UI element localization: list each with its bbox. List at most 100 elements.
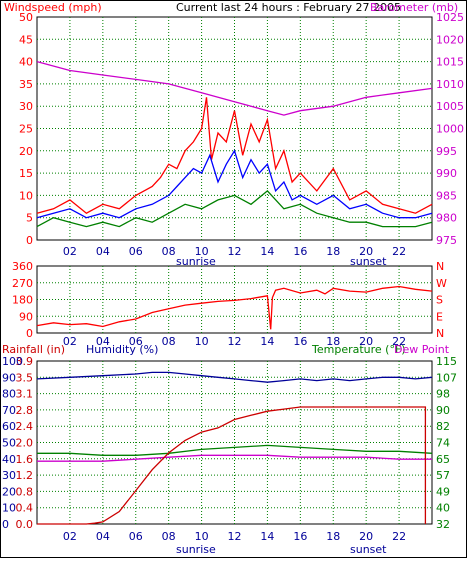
x-tick-0: 06 (129, 245, 143, 258)
x-tick-0: 02 (63, 245, 77, 258)
y-tick-right-2: 107 (436, 371, 457, 384)
y-tick-right-2: 74 (436, 437, 450, 450)
y-tick-left-0: 30 (19, 100, 33, 113)
y-tick-humidity-2: 80 (2, 388, 16, 401)
x-tick-2: 04 (96, 530, 110, 543)
x-tick-0: 22 (392, 245, 406, 258)
series-line-0-wind (36, 97, 433, 214)
y-tick-right-1: S (436, 294, 443, 307)
y-tick-right-0: 980 (436, 212, 457, 225)
barometer-label: Barometer (mb) (370, 1, 458, 14)
y-tick-left-1: 180 (12, 294, 33, 307)
sunrise-label-2: sunrise (176, 543, 216, 556)
x-tick-0: 14 (260, 245, 274, 258)
y-tick-left-0: 35 (19, 78, 33, 91)
x-tick-0: 20 (359, 245, 373, 258)
x-tick-1: 10 (195, 335, 209, 348)
series-line-1-wind (36, 285, 433, 330)
x-tick-2: 08 (162, 530, 176, 543)
x-tick-2: 02 (63, 530, 77, 543)
y-tick-right-2: 40 (436, 502, 450, 515)
y-tick-right-0: 1000 (436, 123, 464, 136)
x-tick-0: 16 (293, 245, 307, 258)
series-line-2-dewpoint (37, 454, 432, 462)
y-tick-right-2: 90 (436, 404, 450, 417)
y-tick-right-0: 975 (436, 234, 457, 247)
y-tick-left-0: 10 (19, 189, 33, 202)
y-tick-humidity-2: 30 (2, 469, 16, 482)
y-tick-left-2: 1.2 (16, 469, 34, 482)
y-tick-left-0: 45 (19, 33, 33, 46)
x-tick-1: 14 (260, 335, 274, 348)
x-tick-2: 14 (260, 530, 274, 543)
y-tick-right-0: 1025 (436, 11, 464, 24)
x-tick-0: 18 (326, 245, 340, 258)
y-tick-right-0: 1020 (436, 33, 464, 46)
rainfall-label: Rainfall (in) (2, 343, 65, 356)
y-tick-humidity-2: 100 (2, 355, 23, 368)
y-tick-right-1: N (436, 260, 444, 273)
series-line-2-temperature (37, 444, 433, 456)
sunset-label-2: sunset (350, 543, 387, 556)
y-tick-humidity-2: 50 (2, 437, 16, 450)
y-tick-left-1: 270 (12, 277, 33, 290)
x-tick-2: 10 (195, 530, 209, 543)
y-tick-left-1: 0 (26, 327, 33, 340)
x-tick-0: 04 (96, 245, 110, 258)
x-tick-2: 22 (392, 530, 406, 543)
y-tick-left-0: 0 (26, 234, 33, 247)
series-line-0-gust_mid (36, 149, 433, 219)
y-tick-humidity-2: 90 (2, 371, 16, 384)
y-tick-left-2: 1.6 (16, 453, 34, 466)
humidity-label: Humidity (%) (86, 343, 158, 356)
y-tick-right-0: 1015 (436, 56, 464, 69)
y-tick-left-0: 20 (19, 145, 33, 158)
y-tick-right-0: 995 (436, 145, 457, 158)
y-tick-left-0: 40 (19, 56, 33, 69)
x-tick-2: 16 (293, 530, 307, 543)
y-tick-right-2: 115 (436, 355, 457, 368)
x-tick-0: 12 (228, 245, 242, 258)
y-tick-left-1: 90 (19, 310, 33, 323)
x-tick-1: 18 (326, 335, 340, 348)
sunset-label-1: sunset (350, 255, 387, 268)
y-tick-left-0: 15 (19, 167, 33, 180)
y-tick-left-0: 50 (19, 11, 33, 24)
y-tick-humidity-2: 60 (2, 420, 16, 433)
dewpoint-label: Dew Point (394, 343, 450, 356)
sunrise-label-1: sunrise (176, 255, 216, 268)
y-tick-humidity-2: 70 (2, 404, 16, 417)
y-tick-right-0: 990 (436, 167, 457, 180)
y-tick-humidity-2: 0 (2, 518, 9, 531)
y-tick-left-2: 2.4 (16, 420, 34, 433)
x-tick-2: 06 (129, 530, 143, 543)
x-tick-1: 04 (96, 335, 110, 348)
y-tick-right-2: 57 (436, 469, 450, 482)
y-tick-right-2: 49 (436, 485, 450, 498)
y-tick-left-0: 5 (26, 212, 33, 225)
y-tick-right-0: 1005 (436, 100, 464, 113)
y-tick-left-2: 3.1 (16, 388, 34, 401)
y-tick-right-2: 32 (436, 518, 450, 531)
y-tick-left-2: 0.0 (16, 518, 34, 531)
x-tick-1: 20 (359, 335, 373, 348)
x-tick-1: 22 (392, 335, 406, 348)
y-tick-left-2: 3.9 (16, 355, 34, 368)
chart-title: Current last 24 hours : February 27 2005 (176, 1, 401, 14)
x-tick-1: 08 (162, 335, 176, 348)
y-tick-right-1: N (436, 327, 444, 340)
x-tick-0: 08 (162, 245, 176, 258)
windspeed-label: Windspeed (mph) (4, 1, 102, 14)
series-line-2-humidity (36, 371, 433, 383)
y-tick-right-1: E (436, 310, 443, 323)
y-tick-left-0: 25 (19, 123, 33, 136)
x-tick-1: 02 (63, 335, 77, 348)
y-tick-humidity-2: 10 (2, 502, 16, 515)
x-tick-1: 16 (293, 335, 307, 348)
series-line-0-barometer (36, 60, 433, 116)
y-tick-left-2: 2.8 (16, 404, 34, 417)
x-tick-2: 12 (228, 530, 242, 543)
